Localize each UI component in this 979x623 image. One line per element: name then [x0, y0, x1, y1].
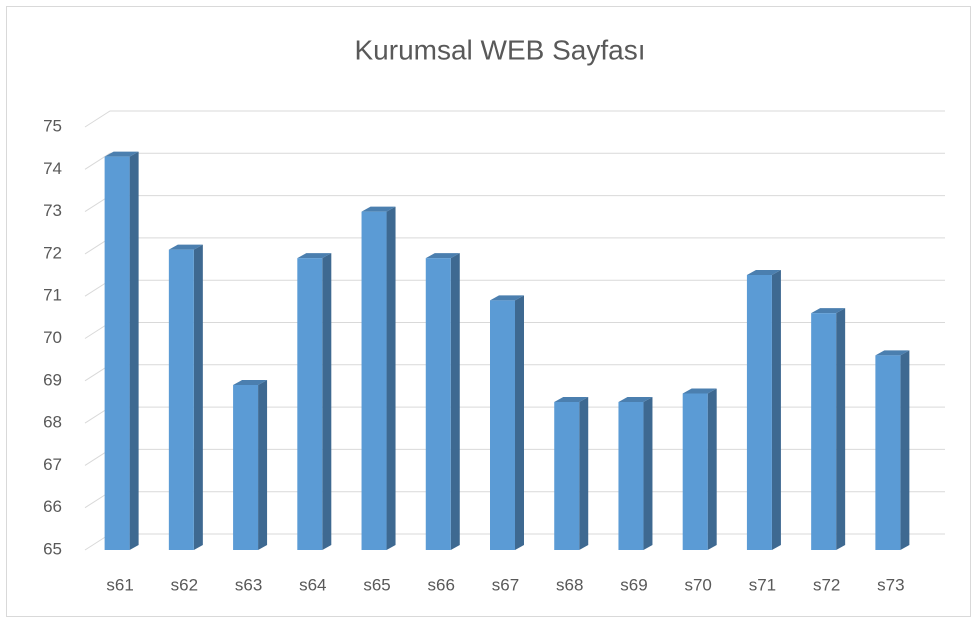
- y-tick-label: 71: [43, 286, 62, 305]
- bar-side: [771, 270, 781, 550]
- bar: [746, 270, 781, 550]
- x-tick-label: s62: [171, 575, 198, 594]
- bar-top: [875, 350, 910, 356]
- x-tick-label: s66: [428, 575, 455, 594]
- bar-side: [579, 396, 589, 550]
- bar-side: [836, 308, 846, 550]
- chart-title: Kurumsal WEB Sayfası: [355, 34, 646, 65]
- bar-top: [104, 151, 139, 157]
- bar: [811, 308, 846, 550]
- bar-top: [233, 380, 268, 386]
- y-tick-label: 72: [43, 243, 62, 262]
- bar-front: [490, 300, 515, 550]
- bar: [168, 244, 203, 551]
- x-tick-label: s68: [556, 575, 583, 594]
- bar-top: [425, 253, 460, 259]
- bar-side: [707, 388, 717, 550]
- bar-front: [361, 211, 387, 550]
- bar-side: [129, 151, 139, 551]
- chart-border: [6, 6, 971, 617]
- bar: [554, 396, 589, 550]
- y-tick-label: 74: [43, 159, 62, 178]
- y-tick-label: 70: [43, 328, 62, 347]
- x-tick-label: s64: [299, 575, 326, 594]
- bar-front: [682, 393, 708, 550]
- y-tick-label: 75: [43, 116, 62, 135]
- bar: [682, 388, 717, 550]
- x-tick-label: s67: [492, 575, 519, 594]
- x-tick-label: s72: [813, 575, 840, 594]
- x-tick-label: s65: [363, 575, 390, 594]
- bar-top: [168, 244, 203, 250]
- bar-front: [554, 401, 580, 550]
- x-tick-label: s71: [749, 575, 776, 594]
- y-tick-label: 65: [43, 539, 62, 558]
- bar-side: [643, 396, 653, 550]
- y-tick-label: 69: [43, 370, 62, 389]
- bar-front: [297, 258, 323, 550]
- bar-front: [425, 258, 451, 550]
- bar-top: [554, 396, 589, 402]
- x-tick-label: s73: [877, 575, 904, 594]
- bar: [875, 350, 910, 550]
- bar-side: [450, 253, 460, 550]
- y-tick-label: 73: [43, 201, 62, 220]
- x-tick-label: s61: [106, 575, 133, 594]
- bar-front: [104, 156, 130, 551]
- x-tick-label: s70: [684, 575, 711, 594]
- x-tick-label: s63: [235, 575, 262, 594]
- bar-top: [618, 396, 653, 402]
- bar-front: [811, 313, 837, 550]
- bar-top: [297, 253, 332, 259]
- y-tick-label: 66: [43, 497, 62, 516]
- y-tick-label: 68: [43, 413, 62, 432]
- grid-line: [84, 110, 945, 128]
- bar-side: [515, 295, 524, 550]
- bar-top: [361, 206, 396, 212]
- bar: [618, 396, 653, 550]
- bar: [104, 151, 139, 551]
- y-tick-label: 67: [43, 455, 62, 474]
- bar-front: [233, 385, 259, 550]
- bar-side: [322, 253, 332, 550]
- bar: [490, 295, 524, 550]
- bar-top: [490, 295, 524, 301]
- bar-side: [386, 206, 396, 550]
- bar: [361, 206, 396, 550]
- x-tick-label: s69: [620, 575, 647, 594]
- bar: [297, 253, 332, 550]
- bar-front: [875, 355, 901, 550]
- bar: [233, 380, 268, 550]
- bar-top: [682, 388, 717, 394]
- bar-side: [900, 350, 910, 550]
- bar-side: [193, 244, 203, 551]
- grid-line: [84, 152, 945, 170]
- bar: [425, 253, 460, 550]
- bar-front: [746, 275, 772, 550]
- bar-top: [811, 308, 846, 314]
- bar-side: [258, 380, 268, 550]
- bar-top: [746, 270, 781, 276]
- bar-front: [168, 249, 194, 551]
- bar-front: [618, 401, 644, 550]
